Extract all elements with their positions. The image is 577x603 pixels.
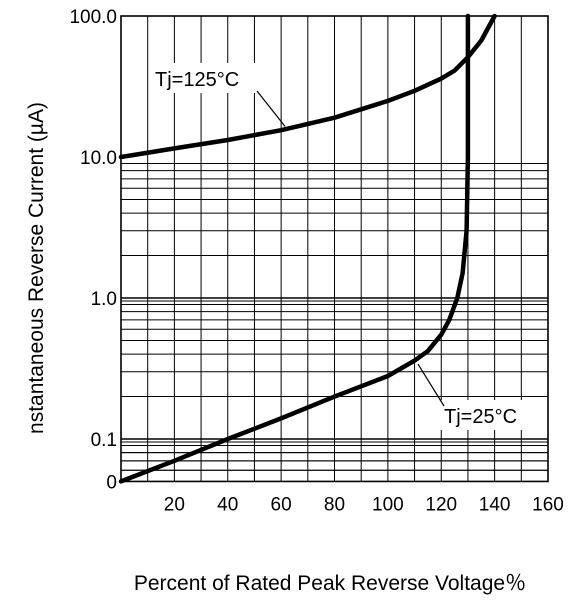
x-tick-label: 140 [479, 494, 511, 515]
x-axis-title: Percent of Rated Peak Reverse Voltage％ [134, 572, 526, 595]
annotation-background [150, 63, 260, 93]
annotations: Tj=125°C Tj=25°C [150, 63, 542, 430]
annotation-background [440, 400, 542, 430]
y-tick-label: 0.1 [91, 430, 117, 451]
x-tick-label: 120 [425, 494, 457, 515]
series-line-tj-25-c [118, 13, 471, 484]
y-tick-label: 10.0 [80, 148, 117, 169]
y-tick-label: 100.0 [69, 7, 117, 28]
annotation-leader [256, 90, 286, 127]
x-tick-label: 40 [217, 494, 238, 515]
y-tick-label: 0 [106, 472, 117, 493]
axes-frame [120, 15, 549, 483]
tick-labels: 20 40 60 80 100 120 140 160 100.0 10.0 1.0 0.1 0 [69, 7, 563, 515]
series-layer [118, 13, 497, 484]
annotation-leader [417, 363, 445, 407]
y-tick-label: 1.0 [91, 289, 117, 310]
x-tick-label: 60 [271, 494, 292, 515]
y-axis-title: nstantaneous Reverse Current (µA) [25, 102, 48, 434]
x-tick-label: 80 [324, 494, 345, 515]
annotation-label: Tj=25°C [444, 406, 517, 428]
x-tick-label: 100 [372, 494, 404, 515]
x-tick-label: 20 [164, 494, 185, 515]
plot-frame [120, 15, 549, 483]
x-tick-label: 160 [532, 494, 564, 515]
annotation-label: Tj=125°C [155, 69, 239, 91]
